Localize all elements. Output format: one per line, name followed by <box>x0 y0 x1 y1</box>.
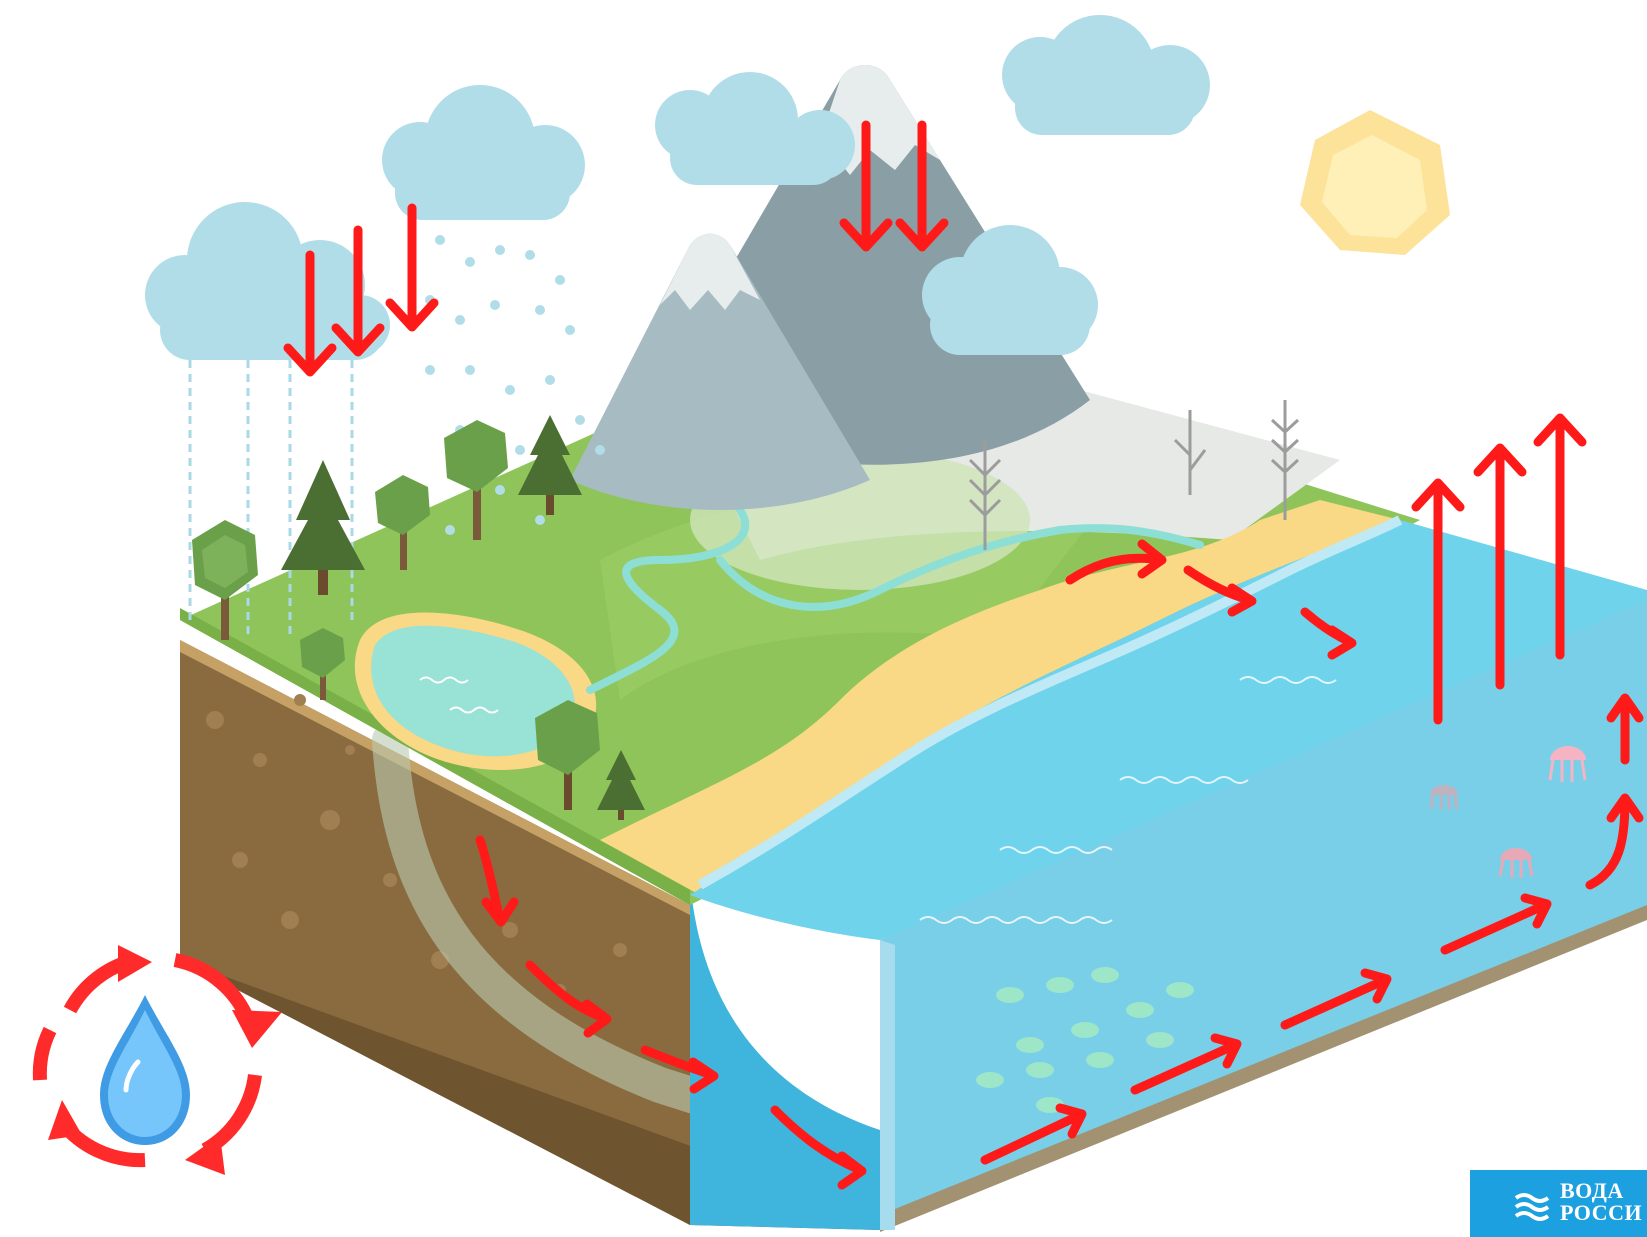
bare-tree-icon <box>968 400 1300 550</box>
tree-icon <box>192 520 258 640</box>
mountain-icon <box>570 233 870 510</box>
river-icon <box>586 476 750 694</box>
tree-icon <box>535 700 600 810</box>
cloud-icon <box>922 225 1098 355</box>
fir-tree-icon <box>281 460 365 595</box>
tree-icon <box>375 475 430 570</box>
waves-logo-icon <box>1514 1193 1550 1221</box>
cloud-icon <box>1002 15 1210 135</box>
precipitation-arrow-icon <box>283 120 949 377</box>
beach <box>600 500 1400 895</box>
evaporation-arrow-icon <box>1411 413 1587 725</box>
shore-wave <box>697 515 1403 890</box>
ocean-surface <box>690 520 1647 940</box>
water-drop-icon <box>100 995 190 1145</box>
sun-icon <box>1300 110 1450 255</box>
cloud-icon <box>382 85 585 220</box>
logo-line-2: РОССИ <box>1560 1200 1643 1225</box>
river-icon <box>716 524 1204 611</box>
cloud-icon <box>655 72 855 185</box>
jellyfish-icon <box>1429 746 1587 878</box>
logo-line-1: ВОДА <box>1560 1178 1624 1203</box>
snow-dots <box>425 235 605 535</box>
water-waves-icon <box>919 676 1337 924</box>
cloud-icon <box>145 202 390 360</box>
groundwater-arrow-icon <box>475 693 1644 1190</box>
groundwater-channel <box>372 722 788 1138</box>
lake-icon <box>354 612 597 770</box>
ocean-block <box>690 590 1647 1232</box>
cycle-arrowheads <box>48 945 282 1175</box>
logo-text: ВОДА РОССИ <box>1560 1180 1642 1224</box>
fish-icon <box>976 967 1194 1113</box>
rain-lines <box>188 360 354 640</box>
fir-tree-icon <box>597 750 645 820</box>
brand-logo: ВОДА РОССИ <box>1470 1170 1647 1237</box>
tree-icon <box>444 420 508 540</box>
fir-tree-icon <box>518 415 582 515</box>
tree-icon <box>300 628 345 700</box>
runoff-arrow-icon <box>1065 539 1357 660</box>
